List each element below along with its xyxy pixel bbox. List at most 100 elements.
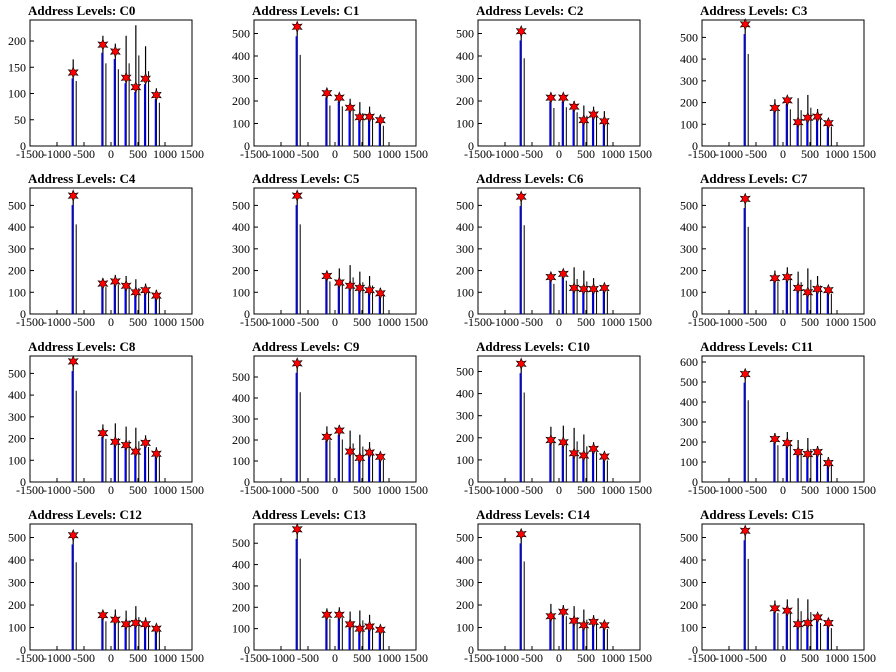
y-tick-label: 0: [692, 643, 698, 657]
histogram-spike: [348, 110, 351, 146]
x-tick-label: -500: [745, 315, 767, 329]
x-tick-label: -1500: [16, 483, 44, 497]
peak-marker: [812, 282, 823, 296]
histogram-spike: [134, 625, 136, 650]
x-tick-label: 1000: [153, 651, 177, 665]
histogram-panel: Address Levels: C10 0 100 200 300 400 500 -1500…: [448, 336, 672, 504]
peak-marker: [120, 71, 132, 85]
y-tick-label: 300: [456, 576, 474, 590]
histogram-panel: Address Levels: C13 0 100 200 300 400 500 -1500…: [224, 504, 448, 672]
y-tick-label: 200: [8, 264, 26, 278]
peak-marker: [568, 614, 580, 628]
histogram-panel: Address Levels: C12 0 100 200 300 400 500 -1500…: [0, 504, 224, 672]
peak-marker: [802, 286, 814, 299]
y-tick-label: 400: [456, 220, 474, 234]
peak-marker: [598, 619, 610, 632]
peak-marker: [374, 623, 386, 636]
chart-title: Address Levels: C0: [28, 3, 135, 18]
y-tick-label: 400: [680, 52, 698, 66]
y-tick-label: 100: [232, 454, 250, 468]
y-tick-label: 200: [232, 94, 250, 108]
y-tick-label: 200: [680, 435, 698, 449]
peak-marker: [321, 269, 333, 283]
histogram-spike: [602, 123, 605, 146]
x-tick-label: 0: [108, 315, 114, 329]
histogram-spike: [826, 464, 829, 482]
x-tick-label: -1000: [43, 651, 71, 665]
peak-marker: [333, 424, 345, 437]
y-tick-label: 300: [680, 415, 698, 429]
peak-marker: [739, 17, 751, 31]
x-tick-label: 0: [108, 147, 114, 161]
peak-marker: [769, 101, 781, 115]
y-tick-label: 100: [8, 453, 26, 467]
chart-title: Address Levels: C12: [28, 507, 142, 522]
plot-frame: [253, 187, 417, 315]
plot-frame: [701, 523, 865, 651]
y-tick-label: 400: [232, 220, 250, 234]
histogram-spike: [378, 295, 381, 314]
histogram-spike: [773, 611, 775, 650]
x-tick-label: 1500: [404, 483, 428, 497]
x-tick-label: 1500: [628, 651, 652, 665]
peak-marker: [588, 108, 599, 121]
histogram-spike: [154, 297, 157, 314]
y-tick-label: 100: [8, 87, 26, 101]
peak-marker: [822, 456, 834, 470]
x-tick-label: 1500: [404, 147, 428, 161]
y-tick-label: 0: [692, 307, 698, 321]
y-tick-label: 100: [456, 117, 474, 131]
histogram-spike: [124, 83, 127, 146]
x-tick-label: -1000: [43, 315, 71, 329]
x-tick-label: 500: [353, 147, 371, 161]
peak-marker: [344, 279, 356, 293]
peak-marker: [354, 622, 366, 635]
x-tick-label: -1500: [464, 315, 492, 329]
peak-marker: [374, 113, 386, 127]
x-tick-label: 1000: [601, 147, 625, 161]
x-tick-label: -1500: [464, 147, 492, 161]
x-tick-label: 500: [577, 315, 595, 329]
y-tick-label: 200: [232, 264, 250, 278]
y-tick-label: 500: [232, 370, 250, 384]
peak-marker: [769, 271, 781, 285]
peak-marker: [578, 619, 590, 632]
peak-marker: [792, 445, 804, 459]
peak-marker: [344, 445, 356, 458]
x-tick-label: -500: [745, 483, 767, 497]
x-tick-label: 1000: [377, 147, 401, 161]
histogram-spike: [561, 614, 564, 650]
peak-marker: [515, 190, 527, 204]
x-tick-label: 0: [332, 147, 338, 161]
plot-frame: [29, 187, 193, 315]
y-tick-label: 100: [680, 455, 698, 469]
x-tick-label: -1500: [16, 147, 44, 161]
histogram-spike: [582, 122, 584, 146]
x-tick-label: 500: [801, 651, 819, 665]
histogram-spike: [113, 284, 116, 314]
peak-marker: [109, 613, 121, 626]
histogram-spike: [815, 119, 818, 146]
plot-frame: [701, 19, 865, 147]
peak-marker: [97, 426, 109, 440]
peak-marker: [344, 618, 356, 631]
histogram-spike: [773, 281, 775, 314]
y-tick-label: 500: [456, 364, 474, 378]
x-tick-label: 1500: [628, 483, 652, 497]
y-tick-label: 0: [468, 643, 474, 657]
peak-marker: [545, 270, 557, 284]
chart-title: Address Levels: C13: [252, 507, 366, 522]
y-tick-label: 200: [456, 94, 474, 108]
y-tick-label: 500: [680, 198, 698, 212]
histogram-spike: [337, 285, 340, 314]
chart-title: Address Levels: C10: [476, 339, 590, 354]
x-tick-label: -1000: [267, 651, 295, 665]
plot-frame: [477, 187, 641, 315]
peak-marker: [364, 283, 375, 297]
peak-marker: [545, 610, 557, 623]
histogram-plot: Address Levels: C15 0 100 200 300 400 500 -1500…: [680, 507, 876, 665]
peak-marker: [374, 450, 386, 464]
x-tick-label: 500: [801, 315, 819, 329]
histogram-spike: [143, 446, 146, 482]
peak-marker: [781, 94, 793, 107]
